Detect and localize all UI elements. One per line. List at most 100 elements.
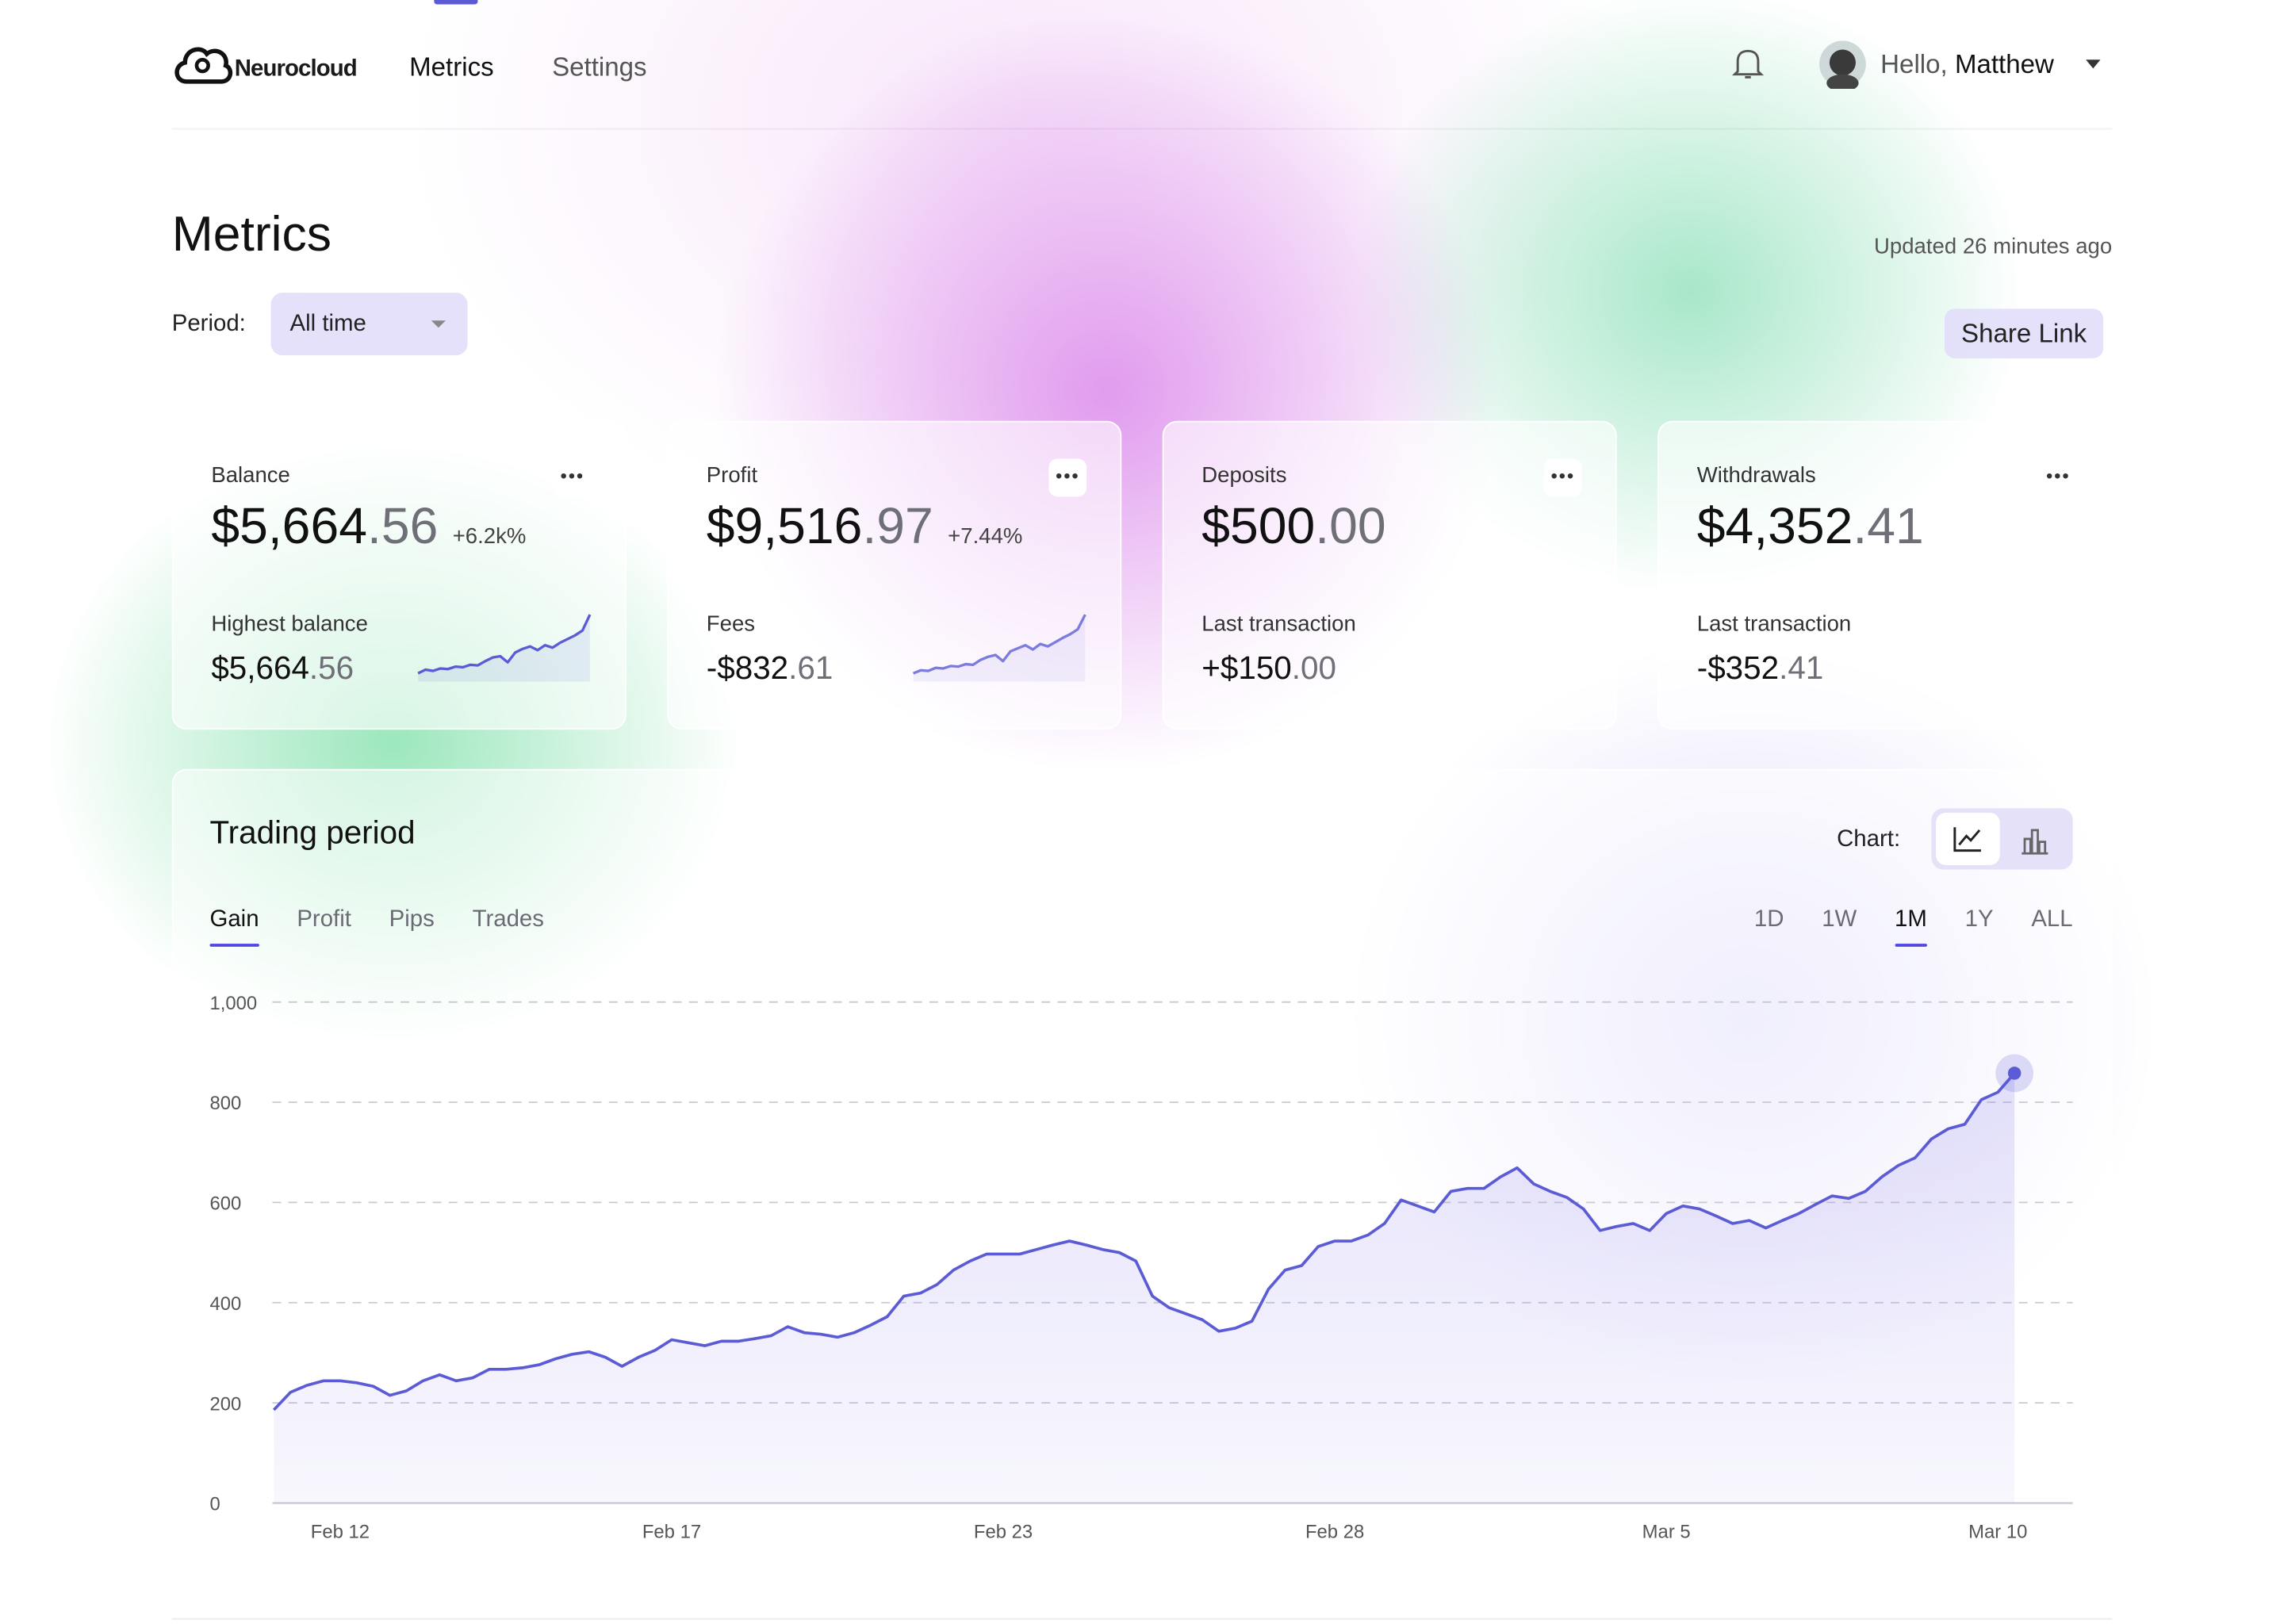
more-button[interactable]: ••• — [1048, 458, 1087, 497]
sparkline-area — [913, 615, 1086, 682]
card-amount: $9,516.97 +7.44% — [707, 498, 1023, 556]
select-caret — [431, 320, 446, 328]
card-title: Profit — [706, 463, 758, 488]
logo-icon — [174, 47, 233, 84]
share-button[interactable]: Share Link — [1944, 308, 2104, 358]
next-panel-edge — [171, 1618, 2113, 1620]
chart-label: Chart: — [1837, 827, 1901, 852]
amount-change: +7.44% — [948, 524, 1023, 550]
y-tick-label: 600 — [209, 1193, 241, 1215]
toggle-line[interactable] — [1935, 812, 2000, 865]
card-amount: $5,664.56 +6.2k% — [211, 498, 526, 556]
ranges: 1D 1W 1M 1Y ALL — [1753, 907, 2073, 947]
sub-main: -$832 — [706, 649, 789, 687]
sparkline-line — [912, 614, 1086, 675]
amount-main: $500 — [1201, 498, 1316, 555]
period-label: Period: — [171, 312, 246, 337]
tabs: Gain Profit Pips Trades — [209, 907, 544, 947]
sparkline — [912, 614, 1086, 682]
metric-card: Deposits ••• $500.00 Last transaction +$150.… — [1162, 420, 1617, 730]
x-tick-label: Mar 5 — [1642, 1522, 1691, 1543]
card-sub-amount: -$832.61 — [707, 649, 834, 688]
metric-card: Withdrawals ••• $4,352.41 Last transaction -… — [1657, 420, 2113, 730]
greeting-text: Hello, — [1880, 49, 1948, 79]
card-subtitle: Last transaction — [1201, 611, 1356, 637]
brand: Neurocloud — [234, 56, 358, 82]
nav-link[interactable]: Metrics — [409, 52, 494, 82]
card-sub-amount: -$352.41 — [1697, 649, 1824, 688]
more-button[interactable]: ••• — [553, 458, 592, 497]
sparkline-area — [418, 615, 590, 682]
bell-icon[interactable] — [1731, 47, 1765, 82]
nav-divider — [171, 128, 2113, 130]
avatar[interactable] — [1818, 40, 1867, 90]
sub-cents: .61 — [788, 649, 834, 687]
chart-tab[interactable]: Pips — [389, 907, 435, 933]
x-tick-label: Feb 17 — [642, 1522, 701, 1543]
amount-main: $5,664 — [211, 498, 367, 555]
card-subtitle: Last transaction — [1696, 611, 1852, 637]
card-subtitle: Fees — [706, 611, 756, 637]
updated-text: Updated 26 minutes ago — [1874, 234, 2113, 259]
sub-main: $5,664 — [211, 649, 309, 687]
period-select[interactable]: All time — [270, 293, 468, 356]
nav-link[interactable]: Settings — [552, 52, 647, 82]
panel-title: Trading period — [209, 814, 416, 851]
card-subtitle: Highest balance — [211, 611, 368, 637]
sparkline — [417, 614, 592, 682]
x-tick-label: Feb 23 — [974, 1522, 1033, 1543]
user-name[interactable]: Matthew — [1954, 49, 2054, 79]
card-amount: $4,352.41 — [1697, 498, 1924, 556]
amount-cents: .56 — [366, 498, 439, 555]
chart-tab[interactable]: Trades — [472, 907, 544, 933]
line-icon — [1953, 827, 1981, 852]
amount-cents: .97 — [862, 498, 933, 555]
x-tick-label: Mar 10 — [1968, 1522, 2027, 1543]
amount-main: $9,516 — [706, 498, 863, 555]
x-tick-label: Feb 12 — [311, 1522, 370, 1543]
card-title: Balance — [211, 463, 290, 488]
page-title: Metrics — [171, 206, 331, 262]
more-button[interactable]: ••• — [1543, 458, 1582, 497]
nav-indicator — [434, 0, 478, 5]
user-caret[interactable] — [2084, 58, 2102, 70]
sub-main: +$150 — [1201, 649, 1292, 687]
bar-icon[interactable] — [2021, 825, 2050, 855]
range-tab[interactable]: 1D — [1753, 907, 1784, 933]
card-sub-amount: +$150.00 — [1201, 649, 1336, 688]
line — [272, 1072, 2016, 1411]
amount-change: +6.2k% — [452, 524, 527, 550]
amount-main: $4,352 — [1696, 498, 1853, 555]
sub-main: -$352 — [1696, 649, 1780, 687]
chart-toggle — [1931, 808, 2073, 870]
card-sub-amount: $5,664.56 — [211, 649, 354, 688]
amount-cents: .00 — [1315, 498, 1386, 555]
chart-tab[interactable]: Gain — [209, 907, 259, 947]
card-title: Withdrawals — [1696, 463, 1816, 488]
card-amount: $500.00 — [1201, 498, 1385, 556]
range-tab[interactable]: 1M — [1895, 907, 1928, 947]
period-value: All time — [289, 312, 366, 337]
card-title: Deposits — [1201, 463, 1287, 488]
range-tab[interactable]: 1Y — [1964, 907, 1994, 933]
sparkline-line — [417, 614, 592, 675]
range-tab[interactable]: ALL — [2031, 907, 2073, 933]
sub-cents: .00 — [1291, 649, 1336, 687]
sub-cents: .41 — [1779, 649, 1824, 687]
area — [274, 1073, 2015, 1503]
chart-tab[interactable]: Profit — [297, 907, 351, 933]
greeting: Hello, Matthew — [1880, 49, 2054, 80]
y-tick-label: 0 — [209, 1494, 220, 1515]
y-tick-label: 200 — [209, 1393, 241, 1415]
sub-cents: .56 — [308, 649, 354, 687]
amount-cents: .41 — [1853, 498, 1924, 555]
y-tick-label: 800 — [209, 1093, 241, 1114]
y-tick-label: 1,000 — [209, 993, 257, 1014]
last-point — [2007, 1067, 2021, 1080]
more-button[interactable]: ••• — [2039, 458, 2078, 497]
x-tick-label: Feb 28 — [1305, 1522, 1364, 1543]
range-tab[interactable]: 1W — [1822, 907, 1857, 933]
